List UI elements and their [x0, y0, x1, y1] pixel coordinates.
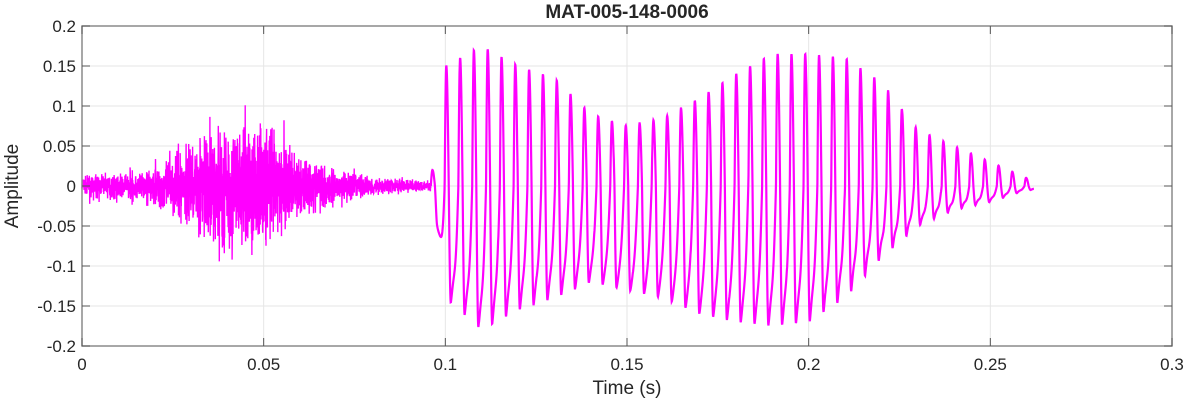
x-tick-label: 0.05: [247, 355, 280, 374]
y-tick-label: -0.2: [47, 337, 76, 356]
x-tick-label: 0.1: [434, 355, 458, 374]
y-tick-label: -0.1: [47, 257, 76, 276]
chart-title: MAT-005-148-0006: [545, 2, 708, 23]
plot-area: [81, 47, 1034, 328]
x-tick-label: 0: [77, 355, 86, 374]
x-tick-label: 0.3: [1160, 355, 1184, 374]
y-tick-label: -0.05: [37, 217, 76, 236]
y-axis-label: Amplitude: [2, 144, 23, 229]
x-axis-label: Time (s): [593, 378, 662, 399]
y-tick-label: 0.1: [52, 97, 76, 116]
x-tick-label: 0.25: [974, 355, 1007, 374]
y-tick-label: -0.15: [37, 297, 76, 316]
series-line-voiced: [429, 47, 1034, 328]
x-tick-label: 0.2: [797, 355, 821, 374]
series-line-unvoiced: [81, 105, 432, 262]
y-tick-label: 0.2: [52, 17, 76, 36]
y-tick-label: 0.05: [43, 137, 76, 156]
y-tick-label: 0.15: [43, 57, 76, 76]
y-tick-label: 0: [67, 177, 76, 196]
x-tick-label: 0.15: [610, 355, 643, 374]
